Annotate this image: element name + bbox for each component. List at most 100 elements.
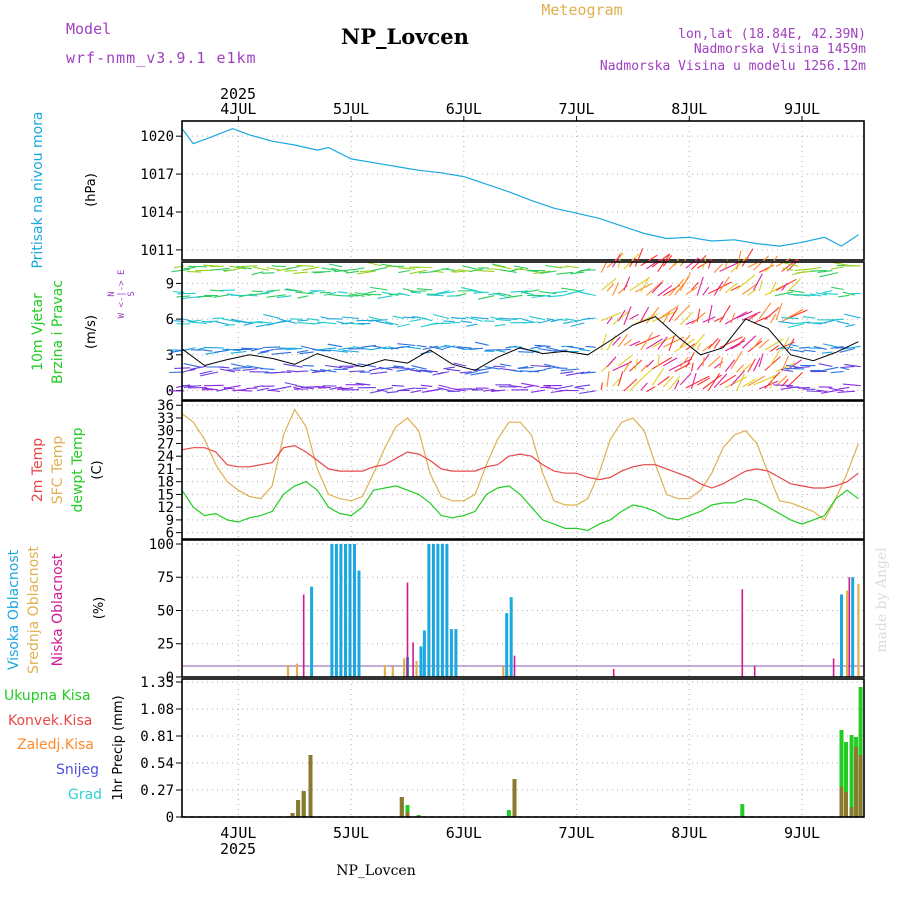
wind-arrow <box>679 357 689 367</box>
wind-arrow <box>238 320 253 324</box>
wind-arrow <box>459 371 472 374</box>
wind-arrow <box>469 347 484 350</box>
wind-arrow <box>215 320 230 326</box>
wind-arrow <box>583 317 596 321</box>
wind-arrow <box>719 374 737 386</box>
wind-arrow <box>495 318 512 322</box>
wind-arrow <box>261 272 275 274</box>
wind-arrow <box>531 389 546 393</box>
wind-ylabel-line1: 10m Vjetar <box>30 293 46 371</box>
wind-arrow <box>410 369 422 373</box>
wind-arrow <box>612 253 621 268</box>
wind-arrow <box>719 305 731 323</box>
wind-arrow <box>640 254 658 267</box>
cloud-bar <box>505 613 509 677</box>
wind-arrow <box>520 289 540 294</box>
cloud-bar <box>445 544 449 677</box>
wind-arrow <box>707 304 713 324</box>
wind-arrow <box>736 310 753 319</box>
wind-arrow <box>668 335 675 351</box>
wind-arrow <box>342 349 360 353</box>
wind-arrow <box>702 357 705 367</box>
wind-arrow <box>769 350 780 366</box>
wind-arrow <box>171 268 190 273</box>
precip-bar <box>839 730 844 817</box>
wind-arrow <box>232 366 252 369</box>
wind-speed-line <box>181 316 859 371</box>
wind-arrow <box>368 319 388 322</box>
wind-arrow <box>696 308 701 323</box>
wind-arrow <box>473 291 489 294</box>
wind-arrow <box>518 366 534 370</box>
wind-arrow <box>391 384 405 387</box>
wind-arrow <box>396 367 416 372</box>
wind-arrow <box>831 286 844 291</box>
low-cloud-ylabel: Niska Oblacnost <box>50 553 66 666</box>
y-tick-label: 9 <box>166 276 174 292</box>
wind-arrow <box>640 332 654 351</box>
wind-arrow <box>724 359 736 372</box>
wind-arrow <box>575 384 591 388</box>
wind-arrow <box>380 263 393 267</box>
wind-arrow <box>263 346 281 349</box>
wind-arrow <box>540 386 551 389</box>
wind-arrow <box>742 378 756 388</box>
wind-arrow <box>284 269 298 272</box>
cloud-bar <box>436 544 440 677</box>
bottom-date-label: 4JUL <box>220 824 256 842</box>
wind-arrow <box>806 390 822 393</box>
wind-arrow <box>371 345 382 349</box>
y-tick-label: 75 <box>157 570 174 586</box>
wind-arrow <box>657 376 670 386</box>
wind-arrow <box>475 269 495 272</box>
wind-arrow <box>696 377 711 386</box>
wind-arrow <box>634 368 653 386</box>
wind-arrow <box>781 317 799 320</box>
wind-arrow <box>266 294 286 298</box>
y-tick-label: 6 <box>166 312 174 328</box>
wind-arrow <box>764 356 781 371</box>
wind-arrow <box>629 277 650 292</box>
precip-bar <box>506 810 511 817</box>
precip-bar <box>399 797 404 817</box>
wind-arrow <box>239 293 253 298</box>
wind-arrow <box>453 362 467 367</box>
wind-arrow <box>600 262 607 273</box>
precip-bar <box>844 742 848 817</box>
wind-arrow <box>460 320 472 324</box>
wind-arrow <box>640 306 650 322</box>
wind-arrow <box>662 375 674 388</box>
wind-arrow <box>432 313 450 320</box>
wind-arrow <box>321 267 337 272</box>
wind-arrow <box>436 290 455 295</box>
wind-arrow <box>623 339 632 346</box>
bottom-date-label: 5JUL <box>333 824 369 842</box>
wind-arrow <box>747 358 756 373</box>
y-tick-label: 36 <box>157 398 174 414</box>
wind-arrow <box>317 347 337 351</box>
y-tick-label: 3 <box>166 348 174 364</box>
y-tick-label: 12 <box>157 500 174 516</box>
wind-arrow <box>543 366 557 371</box>
wind-arrow <box>256 387 269 392</box>
y-tick-label: 1014 <box>140 205 174 221</box>
top-date-label: 7JUL <box>558 100 594 118</box>
cloud-bar <box>302 594 305 677</box>
y-tick-label: 27 <box>157 436 174 452</box>
wind-arrow <box>741 248 754 267</box>
wind-arrow <box>230 350 247 354</box>
cloud-bar <box>406 582 409 677</box>
wind-arrow <box>831 266 844 270</box>
top-date-label: 8JUL <box>671 100 707 118</box>
wind-arrow <box>230 363 247 368</box>
cloud-bar <box>431 544 435 677</box>
wind-arrow <box>554 266 568 269</box>
wind-arrow <box>285 347 303 351</box>
wind-arrow <box>578 348 591 352</box>
wind-arrow <box>415 369 433 373</box>
cloud-bar <box>427 544 431 677</box>
wind-arrow <box>719 336 743 349</box>
wind-arrow <box>410 389 422 394</box>
wind-arrow <box>556 318 568 321</box>
precip-bar <box>839 787 844 817</box>
